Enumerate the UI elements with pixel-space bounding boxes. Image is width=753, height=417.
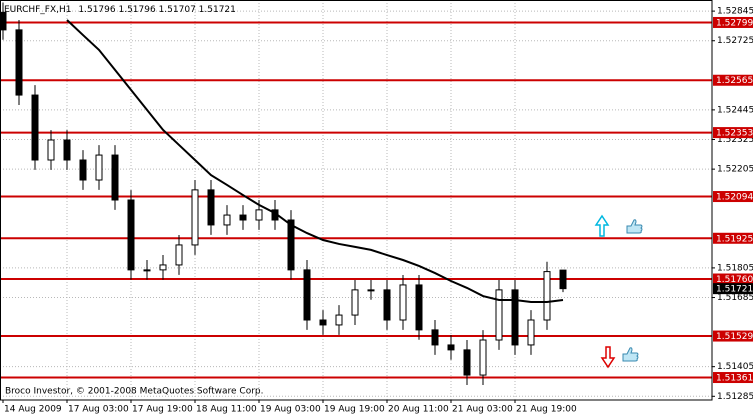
level-label-box xyxy=(713,74,753,86)
candle-body xyxy=(479,339,487,376)
candle-body xyxy=(47,139,55,161)
sell-signal-icons xyxy=(600,346,639,369)
level-label-box xyxy=(713,127,753,139)
x-tick-label: 14 Aug 2009 xyxy=(4,405,62,415)
level-label: 1.51925 xyxy=(716,234,753,244)
x-tick-label: 20 Aug 11:00 xyxy=(388,405,449,415)
footer: Broco Investor, © 2001-2008 MetaQuotes S… xyxy=(5,387,264,397)
candle-body xyxy=(159,264,167,271)
level-label: 1.51361 xyxy=(716,374,753,384)
candle-body xyxy=(175,244,183,266)
candle-body xyxy=(543,271,551,321)
level-label-box xyxy=(713,372,753,384)
candle-body xyxy=(127,199,135,271)
y-tick-label: 1.52845 xyxy=(717,7,753,17)
level-label-box xyxy=(713,330,753,342)
level-label: 1.51760 xyxy=(716,275,753,285)
last-low: 1.51707 xyxy=(159,5,196,15)
plot-frame xyxy=(0,0,713,401)
thumb-up xyxy=(626,219,643,234)
y-tick-label: 1.51405 xyxy=(717,362,753,372)
x-tick-label: 19 Aug 03:00 xyxy=(260,405,321,415)
candle-body xyxy=(31,94,39,161)
x-tick-label: 17 Aug 03:00 xyxy=(68,405,129,415)
level-label-box xyxy=(713,16,753,28)
candle-body xyxy=(303,269,311,321)
x-tick-label: 21 Aug 19:00 xyxy=(516,405,577,415)
buy-signal-icons xyxy=(594,214,643,237)
candle-body xyxy=(143,269,151,272)
x-tick-label: 19 Aug 19:00 xyxy=(324,405,385,415)
price-label-box xyxy=(713,283,753,295)
candle-body xyxy=(15,29,23,96)
candle-body xyxy=(239,214,247,221)
candle-body xyxy=(0,11,7,31)
candle-body xyxy=(415,284,423,331)
level-label-box xyxy=(713,191,753,203)
y-tick-label: 1.52725 xyxy=(717,36,753,46)
x-tick-label: 18 Aug 11:00 xyxy=(196,405,257,415)
candle-body xyxy=(95,154,103,181)
last-open: 1.51796 xyxy=(78,5,115,15)
candle-body xyxy=(511,289,519,346)
last-close: 1.51721 xyxy=(199,5,236,15)
candle-body xyxy=(335,314,343,326)
level-label-box xyxy=(713,232,753,244)
moving-average xyxy=(66,19,564,303)
down-arrow xyxy=(600,346,616,369)
candle-body xyxy=(463,349,471,376)
marks xyxy=(0,2,712,385)
x-tick-label: 21 Aug 03:00 xyxy=(452,405,513,415)
thumb xyxy=(622,347,639,362)
last-high: 1.51796 xyxy=(118,5,155,15)
level-label: 1.52799 xyxy=(716,18,753,28)
candle-body xyxy=(223,214,231,226)
symbol: EURCHF_FX,H1 xyxy=(4,5,72,15)
candle-body xyxy=(255,209,263,221)
candle-body xyxy=(383,289,391,321)
candle-body xyxy=(63,139,71,161)
y-tick-label: 1.52325 xyxy=(717,135,753,145)
candle-body xyxy=(527,319,535,346)
candle-body xyxy=(447,344,455,351)
x-tick-label: 17 Aug 19:00 xyxy=(132,405,193,415)
candle-body xyxy=(351,289,359,316)
candle-body xyxy=(207,189,215,226)
y-tick-label: 1.51285 xyxy=(717,392,753,402)
up-arrow xyxy=(594,214,610,237)
level-label: 1.52565 xyxy=(716,76,753,86)
candle-body xyxy=(287,219,295,271)
candle-body xyxy=(399,284,407,321)
level-label: 1.52094 xyxy=(716,193,753,203)
level-label-box xyxy=(713,273,753,285)
y-tick-label: 1.52205 xyxy=(717,165,753,175)
candle-body xyxy=(319,319,327,326)
candle-body xyxy=(79,159,87,181)
y-tick-label: 1.51805 xyxy=(717,263,753,273)
price-label: 1.51721 xyxy=(716,285,753,295)
level-label: 1.52353 xyxy=(716,129,753,139)
y-tick-label: 1.51685 xyxy=(717,293,753,303)
chart-header: EURCHF_FX,H1 1.51796 1.51796 1.51707 1.5… xyxy=(4,5,236,15)
level-label: 1.51529 xyxy=(716,332,753,342)
candle-body xyxy=(559,269,567,290)
candle-body xyxy=(431,329,439,346)
y-tick-label: 1.52445 xyxy=(717,105,753,115)
candle-body xyxy=(111,154,119,201)
candle-body xyxy=(495,289,503,341)
candle-body xyxy=(191,189,199,246)
candle-body xyxy=(367,289,375,292)
